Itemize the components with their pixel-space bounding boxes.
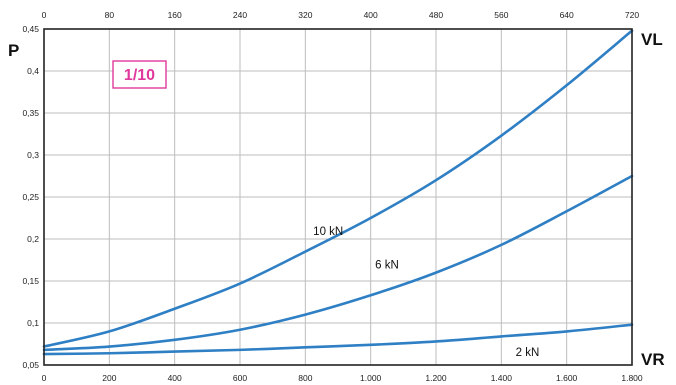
y-tick-label: 0,05	[22, 360, 39, 370]
top-axis-label: VL	[641, 30, 663, 49]
series-label: 10 kN	[313, 226, 343, 238]
y-tick-label: 0,25	[22, 192, 39, 202]
x-top-tick-label: 400	[364, 10, 378, 20]
ratio-badge-box	[112, 60, 167, 89]
x-top-tick-label: 640	[560, 10, 574, 20]
series-label: 6 kN	[375, 259, 399, 271]
series-labels: 10 kN 6 kN 2 kN	[313, 226, 539, 359]
grid	[44, 29, 632, 365]
x-bottom-tick-label: 400	[168, 373, 182, 383]
series-lines	[42, 29, 634, 356]
ratio-badge: 1/10	[112, 60, 167, 89]
x-bottom-tick-label: 200	[102, 373, 116, 383]
series-line	[42, 29, 634, 348]
x-top-tick-label: 160	[168, 10, 182, 20]
x-top-tick-label: 0	[42, 10, 47, 20]
x-bottom-tick-label: 0	[42, 373, 47, 383]
y-tick-label: 0,4	[27, 66, 39, 76]
x-top-axis-ticks: 0 80 160 240 320 400 480 560 640 720	[42, 10, 640, 20]
x-top-tick-label: 480	[429, 10, 443, 20]
series-line	[42, 323, 634, 356]
y-axis-label: P	[8, 41, 19, 60]
y-tick-label: 0,45	[22, 24, 39, 34]
x-top-tick-label: 80	[105, 10, 115, 20]
plot-frame	[43, 28, 633, 366]
x-top-tick-label: 560	[494, 10, 508, 20]
y-tick-label: 0,35	[22, 108, 39, 118]
x-bottom-tick-label: 600	[233, 373, 247, 383]
y-tick-label: 0,3	[27, 150, 39, 160]
y-tick-label: 0,2	[27, 234, 39, 244]
y-tick-label: 0,1	[27, 318, 39, 328]
x-bottom-tick-label: 1.400	[491, 373, 513, 383]
x-bottom-tick-label: 1.000	[360, 373, 382, 383]
series-line	[42, 174, 634, 352]
y-axis-ticks: 0,05 0,1 0,15 0,2 0,25 0,3 0,35 0,4 0,45	[22, 24, 39, 370]
x-bottom-tick-label: 1.600	[556, 373, 578, 383]
y-tick-label: 0,15	[22, 276, 39, 286]
series-label: 2 kN	[516, 347, 540, 359]
x-top-tick-label: 720	[625, 10, 639, 20]
x-bottom-axis-ticks: 0 200 400 600 800 1.000 1.200 1.400 1.600 1.800	[42, 373, 643, 383]
bottom-axis-label: VR	[641, 350, 665, 369]
x-top-tick-label: 240	[233, 10, 247, 20]
ratio-badge-text: 1/10	[124, 67, 155, 84]
x-bottom-tick-label: 1.800	[621, 373, 643, 383]
x-top-tick-label: 320	[298, 10, 312, 20]
x-bottom-tick-label: 800	[298, 373, 312, 383]
x-bottom-tick-label: 1.200	[425, 373, 447, 383]
